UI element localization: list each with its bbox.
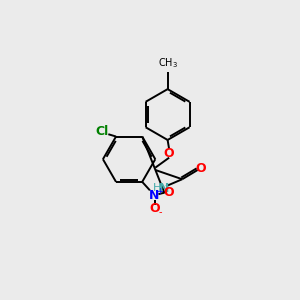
Text: N: N (149, 189, 160, 202)
Text: O: O (164, 146, 175, 160)
Text: H: H (153, 184, 161, 194)
Text: Cl: Cl (95, 125, 109, 138)
Text: +: + (156, 187, 163, 196)
Text: O: O (195, 162, 206, 175)
Text: CH$_3$: CH$_3$ (158, 56, 178, 70)
Text: O: O (149, 202, 160, 215)
Text: -: - (158, 207, 162, 217)
Text: O: O (163, 186, 174, 199)
Text: N: N (159, 182, 170, 195)
